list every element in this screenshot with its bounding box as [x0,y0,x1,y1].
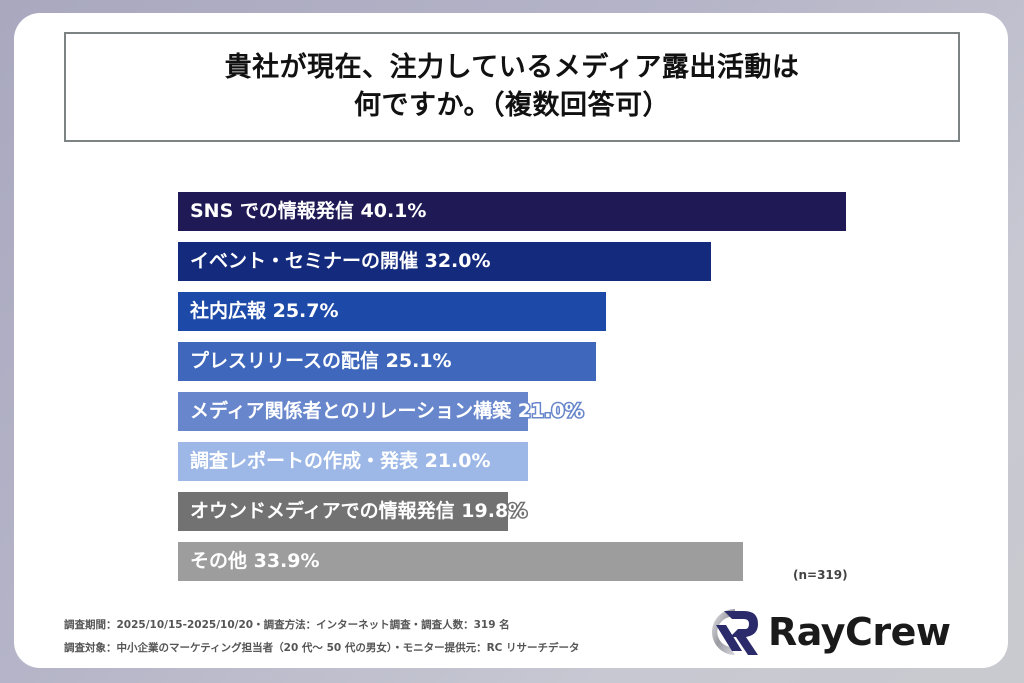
bar-label: SNS での情報発信 40.1% [188,199,427,224]
bar [178,442,528,481]
bar [178,342,596,381]
bar [178,242,711,281]
survey-target-note: 調査対象：中小企業のマーケティング担当者（20 代～ 50 代の男女）・モニター… [64,642,580,654]
bar-label: その他 33.9% [189,549,322,574]
bar-label: メディア関係者とのリレーション構築 21.0% [189,399,586,424]
bar-label: 社内広報 25.7% [189,299,341,324]
survey-period-note: 調査期間：2025/10/15-2025/10/20・調査方法：インターネット調… [64,619,510,631]
chart-title-line-2: 何ですか。（複数回答可） [354,90,670,121]
bar [178,192,846,231]
chart-title-box: 貴社が現在、注力しているメディア露出活動は 何ですか。（複数回答可） [64,32,960,142]
bar [178,542,743,581]
bar [178,492,508,531]
bar-label: 調査レポートの作成・発表 21.0% [189,449,493,474]
chart-title-line-1: 貴社が現在、注力しているメディア露出活動は [224,52,800,83]
raycrew-r-logo-icon [712,609,758,655]
logo-text: RayCrew [768,610,951,654]
bar-label: オウンドメディアでの情報発信 19.8% [188,499,528,524]
raycrew-logo: RayCrew [708,604,951,660]
bar-label: イベント・セミナーの開催 32.0% [189,249,493,274]
bar [178,392,528,431]
bar [178,292,606,331]
bar-label: プレスリリースの配信 25.1% [189,349,454,374]
sample-size-label: (n=319) [793,568,848,582]
